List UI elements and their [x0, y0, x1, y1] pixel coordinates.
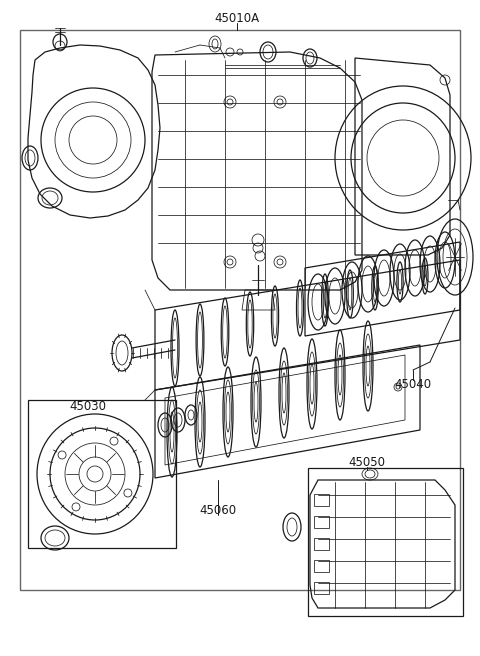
- Bar: [28, 400, 176, 548]
- Bar: [308, 468, 463, 616]
- Bar: [314, 582, 329, 594]
- Bar: [314, 516, 329, 528]
- Text: 45040: 45040: [395, 379, 432, 392]
- Text: 45050: 45050: [348, 455, 385, 468]
- Text: 45060: 45060: [199, 504, 237, 516]
- Text: 45010A: 45010A: [215, 12, 260, 24]
- Bar: [314, 494, 329, 506]
- Text: 45030: 45030: [70, 401, 107, 413]
- Bar: [20, 30, 460, 590]
- Bar: [314, 560, 329, 572]
- Bar: [314, 538, 329, 550]
